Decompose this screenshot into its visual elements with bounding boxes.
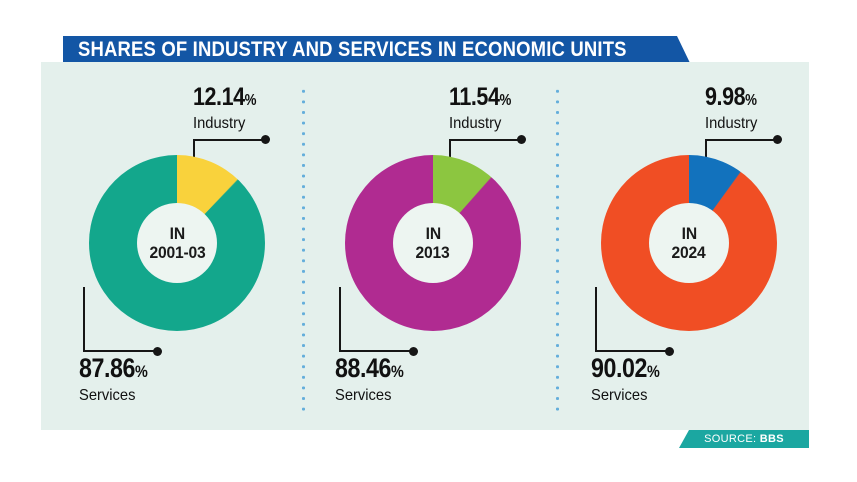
services-value: 88.46% <box>335 353 404 383</box>
industry-leader-line <box>449 135 526 157</box>
donut-chart-2024: IN 2024 <box>601 155 777 331</box>
chart-group-2024: 9.98% Industry IN 2024 90.02% Services <box>553 62 809 430</box>
services-value: 90.02% <box>591 353 660 383</box>
percent-sign: % <box>646 362 660 381</box>
center-line2: 2001-03 <box>148 243 206 262</box>
page-title: SHARES OF INDUSTRY AND SERVICES IN ECONO… <box>77 38 627 61</box>
center-line2: 2013 <box>415 243 451 262</box>
industry-value: 9.98% <box>705 83 758 111</box>
source-value: BBS <box>759 433 784 445</box>
industry-leader-line <box>193 135 270 157</box>
percent-sign: % <box>244 92 257 109</box>
leader-dot-icon <box>773 135 782 145</box>
services-label: Services <box>335 387 392 404</box>
charts-panel: 12.14% Industry IN 2001-03 87.86% Servic… <box>41 62 809 430</box>
services-label: Services <box>591 387 648 404</box>
leader-dot-icon <box>517 135 526 145</box>
services-value: 87.86% <box>79 353 148 383</box>
percent-sign: % <box>499 92 512 109</box>
industry-value: 12.14% <box>193 83 257 111</box>
donut-chart-2013: IN 2013 <box>345 155 521 331</box>
center-line1: IN <box>169 223 185 243</box>
donut-center: IN 2001-03 <box>137 203 217 283</box>
chart-group-2013: 11.54% Industry IN 2013 88.46% Services <box>297 62 553 430</box>
services-callout-text: 90.02% Services <box>591 354 671 405</box>
donut-center: IN 2013 <box>393 203 473 283</box>
industry-label: Industry <box>449 115 502 132</box>
source-badge: SOURCE: BBS <box>679 430 809 448</box>
source-prefix: SOURCE: <box>704 433 760 445</box>
percent-sign: % <box>390 362 404 381</box>
dotted-divider <box>556 86 559 416</box>
services-callout-text: 88.46% Services <box>335 354 415 405</box>
percent-sign: % <box>745 92 758 109</box>
title-banner: SHARES OF INDUSTRY AND SERVICES IN ECONO… <box>63 36 690 63</box>
dotted-divider <box>302 86 305 416</box>
services-callout-text: 87.86% Services <box>79 354 159 405</box>
industry-label: Industry <box>705 115 758 132</box>
center-line1: IN <box>681 223 697 243</box>
donut-chart-2001-03: IN 2001-03 <box>89 155 265 331</box>
industry-value: 11.54% <box>449 83 512 111</box>
industry-leader-line <box>705 135 782 157</box>
center-line1: IN <box>425 223 441 243</box>
industry-callout-text: 11.54% Industry <box>449 84 521 133</box>
leader-dot-icon <box>261 135 270 145</box>
chart-group-2001-03: 12.14% Industry IN 2001-03 87.86% Servic… <box>41 62 297 430</box>
percent-sign: % <box>134 362 148 381</box>
services-leader-line <box>595 287 674 356</box>
center-line2: 2024 <box>671 243 707 262</box>
services-leader-line <box>83 287 162 356</box>
donut-center: IN 2024 <box>649 203 729 283</box>
industry-label: Industry <box>193 115 246 132</box>
services-label: Services <box>79 387 136 404</box>
leader-dot-icon <box>409 346 418 356</box>
industry-callout-text: 12.14% Industry <box>193 84 267 133</box>
services-leader-line <box>339 287 418 356</box>
industry-callout-text: 9.98% Industry <box>705 84 765 133</box>
leader-dot-icon <box>665 346 674 356</box>
leader-dot-icon <box>153 346 162 356</box>
